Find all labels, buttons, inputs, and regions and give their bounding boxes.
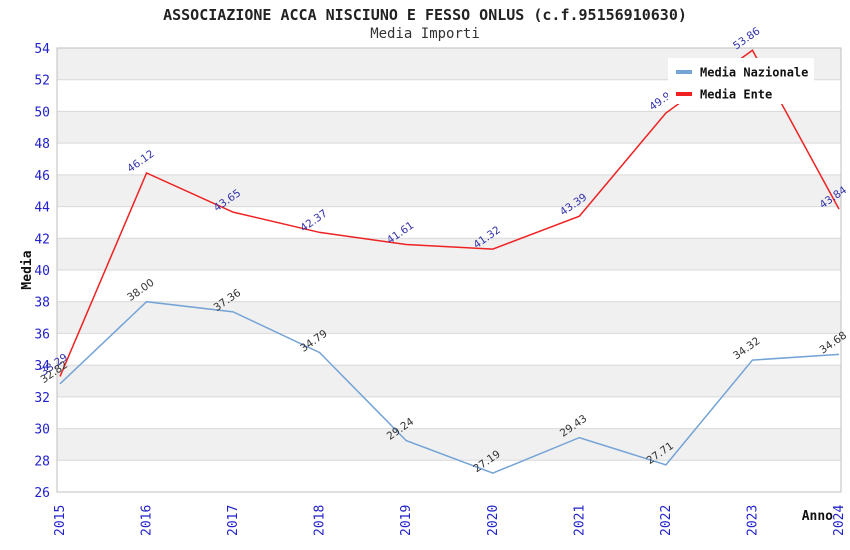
y-tick-label: 38 [34,296,50,311]
y-tick-label: 46 [34,169,50,184]
y-tick-label: 42 [34,232,50,247]
legend-label-media-nazionale: Media Nazionale [700,66,808,80]
x-tick-label: 2016 [140,505,155,536]
point-label-media-ente: 46.12 [125,148,157,175]
legend-box [668,58,814,104]
x-tick-label: 2017 [226,505,241,536]
y-tick-label: 48 [34,137,50,152]
plot-band [57,301,841,334]
x-tick-label: 2022 [659,505,674,536]
plot-band [57,238,841,270]
chart-title: ASSOCIAZIONE ACCA NISCIUNO E FESSO ONLUS… [163,6,687,24]
y-axis-title: Media [20,250,35,289]
plot-band [57,428,841,461]
point-label-media-nazionale: 38.00 [125,277,157,304]
series-line-media-nazionale [59,300,840,474]
y-tick-label: 32 [34,391,50,406]
y-tick-label: 40 [34,264,50,279]
plot-band [57,365,841,397]
x-tick-label: 2020 [486,505,501,536]
y-tick-label: 52 [34,74,50,89]
y-tick-label: 26 [34,486,50,501]
x-tick-label: 2018 [313,505,328,536]
x-tick-label: 2019 [399,505,414,536]
x-axis-title: Anno [802,509,833,524]
chart-subtitle: Media Importi [370,26,480,42]
x-tick-label: 2024 [832,505,847,536]
point-label-media-nazionale: 34.32 [731,335,763,362]
y-tick-label: 50 [34,105,50,120]
y-tick-label: 36 [34,327,50,342]
x-tick-label: 2015 [53,505,68,536]
x-tick-label: 2023 [745,505,760,536]
y-tick-label: 44 [34,201,50,216]
y-tick-label: 54 [34,42,50,57]
plot-band [57,111,841,144]
y-tick-label: 30 [34,423,50,438]
plot-band [57,174,841,207]
y-tick-label: 28 [34,454,50,469]
plot-border [56,47,842,493]
x-tick-label: 2021 [572,505,587,536]
y-tick-label: 34 [34,359,50,374]
legend-label-media-ente: Media Ente [700,88,772,102]
